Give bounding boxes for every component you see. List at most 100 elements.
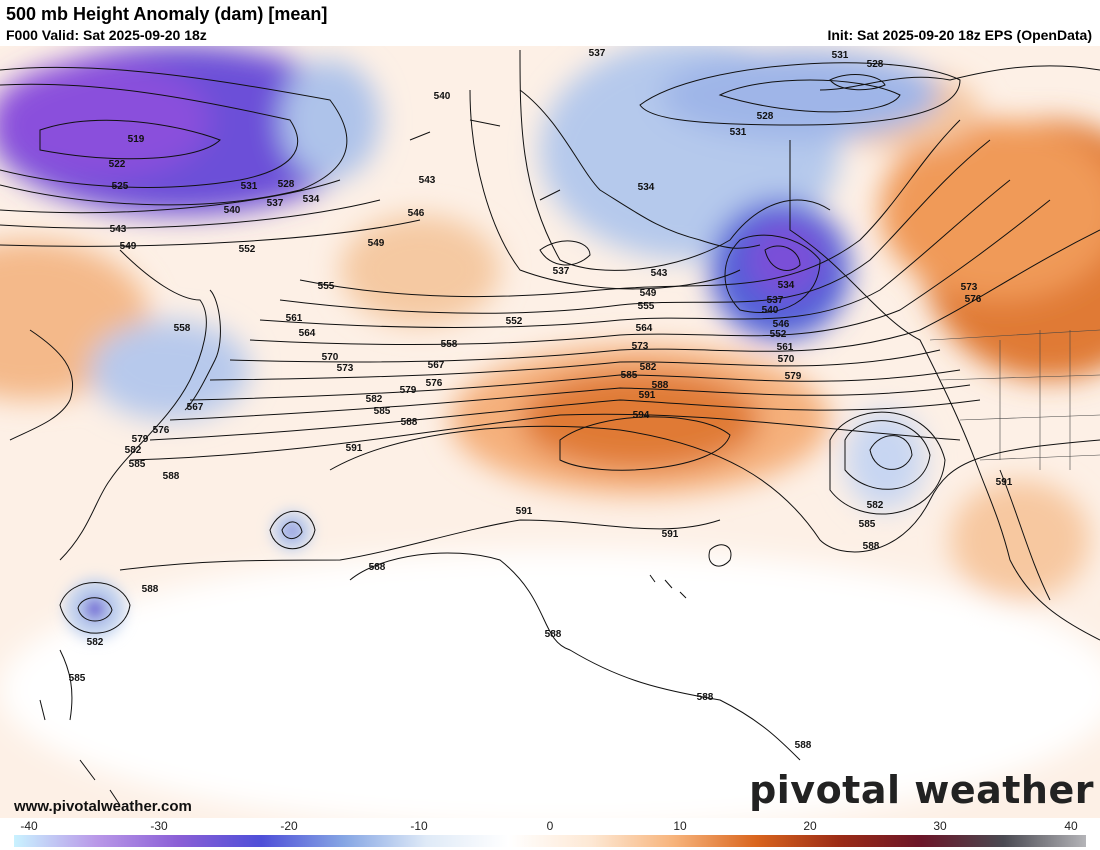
contour-label: 588	[795, 740, 812, 751]
contour-label: 585	[374, 406, 391, 417]
contour-label: 591	[639, 390, 656, 401]
tropical-lows	[65, 511, 312, 639]
contour-label: 582	[867, 500, 884, 511]
contour-label: 564	[636, 323, 653, 334]
contour-label: 585	[129, 459, 146, 470]
contour-label: 579	[400, 385, 417, 396]
colorbar	[14, 835, 1086, 847]
colorbar-tick: -10	[410, 819, 428, 833]
contour-label: 585	[621, 370, 638, 381]
contour-label: 528	[278, 179, 295, 190]
coastlines	[9, 65, 1100, 806]
contour-label: 534	[303, 194, 320, 205]
contour-label: 582	[87, 637, 104, 648]
pivotal-weather-logo: pivotal weather	[749, 768, 1094, 812]
contour-label: 528	[757, 111, 774, 122]
anomaly-shading	[0, 46, 1100, 818]
colorbar-tick: -30	[150, 819, 168, 833]
contour-label: 522	[109, 159, 126, 170]
contour-label: 579	[132, 434, 149, 445]
contour-label: 555	[638, 301, 655, 312]
contour-label: 540	[224, 205, 241, 216]
contour-label: 549	[120, 241, 137, 252]
colorbar-tick: 10	[673, 819, 687, 833]
contour-label: 558	[441, 339, 458, 350]
height-anomaly-map[interactable]: 537 531 528 528 531 540 519 522 525 531 …	[0, 46, 1100, 818]
contour-label: 552	[239, 244, 256, 255]
contour-label-layer: 537 531 528 528 531 540 519 522 525 531 …	[69, 48, 1013, 751]
contour-label: 531	[832, 50, 849, 61]
colorbar-tick: 40	[1064, 819, 1078, 833]
contour-label: 573	[961, 282, 978, 293]
contour-label: 561	[286, 313, 303, 324]
contour-label: 540	[762, 305, 779, 316]
contour-label: 564	[299, 328, 316, 339]
contour-label: 537	[267, 198, 284, 209]
contour-label: 528	[867, 59, 884, 70]
colorbar-tick: 0	[546, 819, 554, 833]
contour-label: 519	[128, 134, 145, 145]
contour-label: 588	[863, 541, 880, 552]
contour-label: 558	[174, 323, 191, 334]
contour-label: 531	[241, 181, 258, 192]
contour-label: 576	[153, 425, 170, 436]
colorbar-gradient	[14, 835, 1086, 847]
contour-label: 543	[110, 224, 127, 235]
contour-label: 549	[368, 238, 385, 249]
contour-label: 555	[318, 281, 335, 292]
contour-label: 546	[773, 319, 790, 330]
colorbar-tick: -40	[20, 819, 38, 833]
contour-label: 591	[346, 443, 363, 454]
contour-label: 576	[965, 294, 982, 305]
contour-label: 570	[778, 354, 795, 365]
contour-label: 561	[777, 342, 794, 353]
contour-label: 546	[408, 208, 425, 219]
colorbar-fill	[14, 835, 1086, 847]
contour-label: 582	[366, 394, 383, 405]
contour-label: 552	[770, 329, 787, 340]
contour-label: 537	[767, 295, 784, 306]
contour-label: 573	[632, 341, 649, 352]
contour-label: 591	[662, 529, 679, 540]
colorbar-tick: 20	[803, 819, 817, 833]
contour-label: 570	[322, 352, 339, 363]
contour-label: 588	[545, 629, 562, 640]
contour-label: 591	[996, 477, 1013, 488]
contour-label: 552	[506, 316, 523, 327]
contour-label: 588	[142, 584, 159, 595]
colorbar-tick: 30	[933, 819, 947, 833]
contour-label: 567	[187, 402, 204, 413]
init-time: Init: Sat 2025-09-20 18z EPS (OpenData)	[827, 27, 1092, 43]
valid-time: F000 Valid: Sat 2025-09-20 18z	[6, 27, 207, 43]
contour-label: 579	[785, 371, 802, 382]
contour-label: 585	[859, 519, 876, 530]
contour-label: 549	[640, 288, 657, 299]
website-url[interactable]: www.pivotalweather.com	[14, 798, 192, 815]
contour-label: 567	[428, 360, 445, 371]
contour-label: 588	[652, 380, 669, 391]
contour-label: 537	[553, 266, 570, 277]
contour-label: 540	[434, 91, 451, 102]
contour-label: 531	[730, 127, 747, 138]
height-contours	[0, 49, 1100, 761]
contour-label: 591	[516, 506, 533, 517]
contour-label: 588	[401, 417, 418, 428]
contour-label: 588	[369, 562, 386, 573]
contour-label: 582	[125, 445, 142, 456]
map-title: 500 mb Height Anomaly (dam) [mean]	[6, 4, 328, 24]
contour-label: 543	[651, 268, 668, 279]
contour-label: 594	[633, 410, 650, 421]
contour-label: 534	[638, 182, 655, 193]
contour-label: 573	[337, 363, 354, 374]
contour-label: 534	[778, 280, 795, 291]
contour-label: 543	[419, 175, 436, 186]
contour-label: 585	[69, 673, 86, 684]
colorbar-tick: -20	[280, 819, 298, 833]
contour-label: 537	[589, 48, 606, 59]
contour-label: 588	[697, 692, 714, 703]
contour-label: 582	[640, 362, 657, 373]
contour-label: 576	[426, 378, 443, 389]
state-borders	[929, 329, 1100, 470]
contour-label: 588	[163, 471, 180, 482]
header: 500 mb Height Anomaly (dam) [mean] F000 …	[0, 0, 1100, 46]
